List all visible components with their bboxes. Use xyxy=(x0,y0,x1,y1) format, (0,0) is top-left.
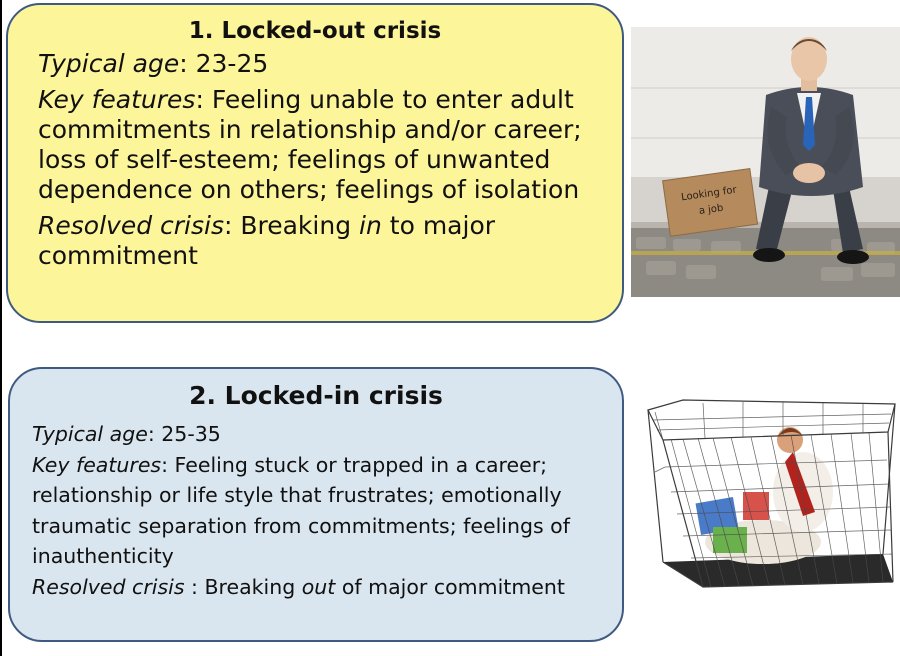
key-features-line: Key features: Feeling unable to enter ad… xyxy=(38,85,622,205)
key-features-line: Key features: Feeling stuck or trapped i… xyxy=(32,450,622,572)
typical-age-label: Typical age xyxy=(32,422,148,446)
typical-age-label: Typical age xyxy=(38,49,180,78)
cage-illustration xyxy=(643,392,900,592)
job-seeker-photo: Looking for a job xyxy=(631,27,900,297)
card-body: Typical age: 23-25 Key features: Feeling… xyxy=(38,49,622,271)
card-title: 1. Locked-out crisis xyxy=(188,18,442,44)
cardboard-sign: Looking for a job xyxy=(662,168,759,237)
card-body: Typical age: 25-35 Key features: Feeling… xyxy=(32,419,622,602)
resolved-crisis-emphasis: out xyxy=(301,574,336,599)
caged-person-photo xyxy=(643,392,900,592)
resolved-crisis-pre: : Breaking xyxy=(184,574,302,599)
key-features-value: : Feeling stuck or trapped in a career; … xyxy=(32,452,570,569)
locked-in-crisis-card: 2. Locked-in crisis Typical age: 25-35 K… xyxy=(8,367,624,642)
resolved-crisis-pre: : Breaking xyxy=(223,211,360,240)
resolved-crisis-post: to major commitment xyxy=(38,211,496,270)
sign-text-line2: a job xyxy=(698,203,724,217)
typical-age-value: : 25-35 xyxy=(147,422,221,446)
typical-age-value: : 23-25 xyxy=(179,49,269,78)
left-edge-rule xyxy=(0,0,2,656)
key-features-label: Key features xyxy=(32,452,162,477)
key-features-value: : Feeling unable to enter adult commitme… xyxy=(38,85,582,204)
resolved-crisis-emphasis: in xyxy=(359,211,382,240)
resolved-crisis-line: Resolved crisis : Breaking out of major … xyxy=(32,572,622,603)
card-title: 2. Locked-in crisis xyxy=(189,381,443,410)
typical-age-line: Typical age: 23-25 xyxy=(38,49,622,79)
resolved-crisis-label: Resolved crisis xyxy=(32,574,185,599)
resolved-crisis-label: Resolved crisis xyxy=(38,211,224,240)
locked-out-crisis-card: 1. Locked-out crisis Typical age: 23-25 … xyxy=(6,3,624,323)
typical-age-line: Typical age: 25-35 xyxy=(32,419,622,450)
key-features-label: Key features xyxy=(38,85,196,114)
job-seeker-illustration: Looking for a job xyxy=(631,27,900,297)
resolved-crisis-post: of major commitment xyxy=(335,574,565,599)
resolved-crisis-line: Resolved crisis: Breaking in to major co… xyxy=(38,211,622,271)
